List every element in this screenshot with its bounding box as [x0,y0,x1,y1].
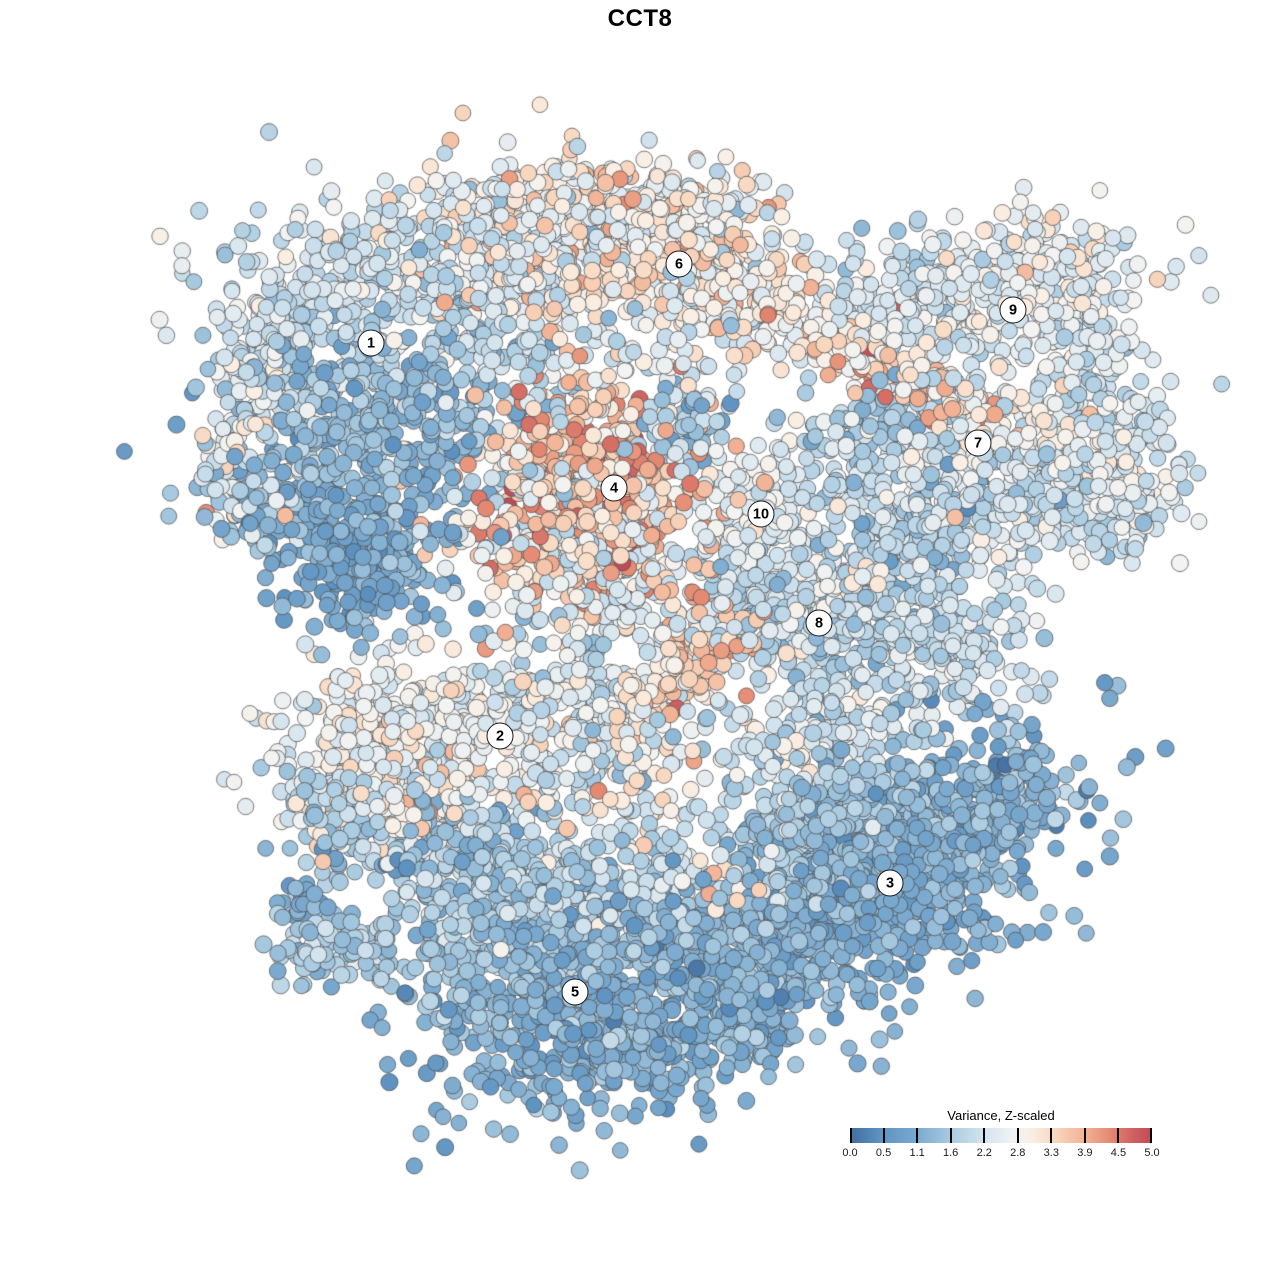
colorbar-tick [1050,1128,1053,1143]
colorbar-tick [850,1128,852,1143]
page-title: CCT8 [607,5,673,32]
colorbar-tick-label: 4.5 [1110,1147,1127,1159]
colorbar-tick [1016,1128,1019,1143]
colorbar-tick [1083,1128,1086,1143]
colorbar-tick-labels: 0.0 0.5 1.1 1.6 2.2 2.8 3.3 3.9 4.5 5.0 [842,1147,1159,1160]
colorbar-tick [949,1128,952,1143]
colorbar [850,1128,1152,1143]
colorbar-tick-label: 1.1 [909,1147,925,1159]
colorbar-tick-label: 0.0 [842,1147,858,1159]
colorbar-tick-label: 3.9 [1077,1147,1093,1159]
colorbar-tick-label: 2.8 [1010,1147,1026,1159]
colorbar-tick [882,1128,885,1143]
colorbar-tick [1150,1128,1152,1143]
colorbar-tick [983,1128,986,1143]
colorbar-tick [916,1128,919,1143]
colorbar-legend: Variance, Z-scaled 0.0 0.5 1.1 1.6 2.2 2.8 3.3… [842,1108,1159,1160]
colorbar-tick-label: 5.0 [1144,1147,1160,1159]
colorbar-tick-label: 2.2 [976,1147,992,1159]
colorbar-tick-label: 3.3 [1043,1147,1059,1159]
colorbar-title: Variance, Z-scaled [947,1108,1055,1123]
colorbar-tick-label: 1.6 [943,1147,959,1159]
colorbar-tick [1117,1128,1120,1143]
colorbar-tick-label: 0.5 [875,1147,892,1159]
